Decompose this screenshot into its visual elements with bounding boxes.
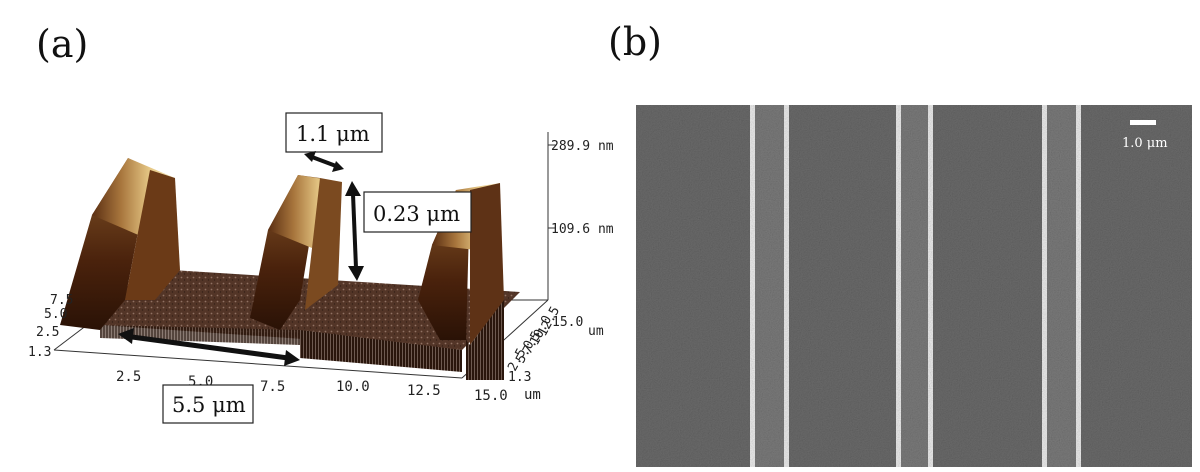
afm-ridge-2 <box>250 175 342 330</box>
sem-image: 1.0 μm <box>636 105 1192 467</box>
afm-floor-front <box>300 330 462 372</box>
height-arrow <box>345 181 364 281</box>
x-tick-label: 12.5 <box>407 383 441 399</box>
x-tick-label: 10.0 <box>336 379 370 395</box>
sem-line <box>896 105 901 467</box>
sem-band <box>754 105 786 467</box>
width-annotation: 1.1 μm <box>285 112 383 172</box>
sem-line <box>928 105 933 467</box>
sem-line <box>1042 105 1047 467</box>
z-tick-label: 109.6 nm <box>551 222 614 237</box>
width-annotation-text: 1.1 μm <box>296 122 370 146</box>
sem-band <box>1046 105 1078 467</box>
y-axis-left: 7.5 5.0 2.5 1.3 <box>28 293 73 360</box>
y-tick-label: 1.3 <box>28 345 51 360</box>
period-arrow <box>118 328 300 366</box>
y-tick-label: 7.5 <box>50 293 73 308</box>
sem-texture <box>636 105 1192 467</box>
sem-line <box>1076 105 1081 467</box>
sem-line <box>784 105 789 467</box>
afm-ridge-1 <box>60 158 180 330</box>
height-annotation: 0.23 μm <box>345 181 472 281</box>
x-unit-label: um <box>524 387 541 403</box>
x-tick-label: 2.5 <box>116 369 141 385</box>
period-annotation-text: 5.5 μm <box>172 393 246 417</box>
panel-b-label: (b) <box>608 20 662 64</box>
z-axis: 289.9 nm 109.6 nm <box>548 139 614 237</box>
y-unit-label: um <box>588 324 604 339</box>
y-tick-label: 2.5 <box>36 325 59 340</box>
y-tick-label: 15.0 <box>552 315 583 330</box>
y-axis-right: 15.0 um 12.5 10.0 7.5 5.0 2.5 1.3 <box>505 304 604 385</box>
afm-floor-front-left <box>100 325 300 345</box>
sem-band <box>900 105 930 467</box>
height-annotation-text: 0.23 μm <box>373 202 460 226</box>
y-tick-label: 5.0 <box>44 307 67 322</box>
scale-bar <box>1130 120 1156 125</box>
scale-bar-label: 1.0 μm <box>1122 136 1168 151</box>
period-annotation: 5.5 μm <box>118 328 300 424</box>
x-tick-label: 7.5 <box>260 379 285 395</box>
sem-line <box>750 105 755 467</box>
panel-a-label: (a) <box>36 22 89 66</box>
z-tick-label: 289.9 nm <box>551 139 614 154</box>
width-arrow <box>304 151 344 172</box>
x-axis: 2.5 5.0 7.5 10.0 12.5 15.0 um <box>116 369 541 404</box>
x-tick-label: 15.0 <box>474 388 508 404</box>
y-tick-label: 1.3 <box>508 370 531 385</box>
afm-3d-image: 289.9 nm 109.6 nm 2.5 5.0 7.5 10.0 12.5 … <box>28 112 614 424</box>
